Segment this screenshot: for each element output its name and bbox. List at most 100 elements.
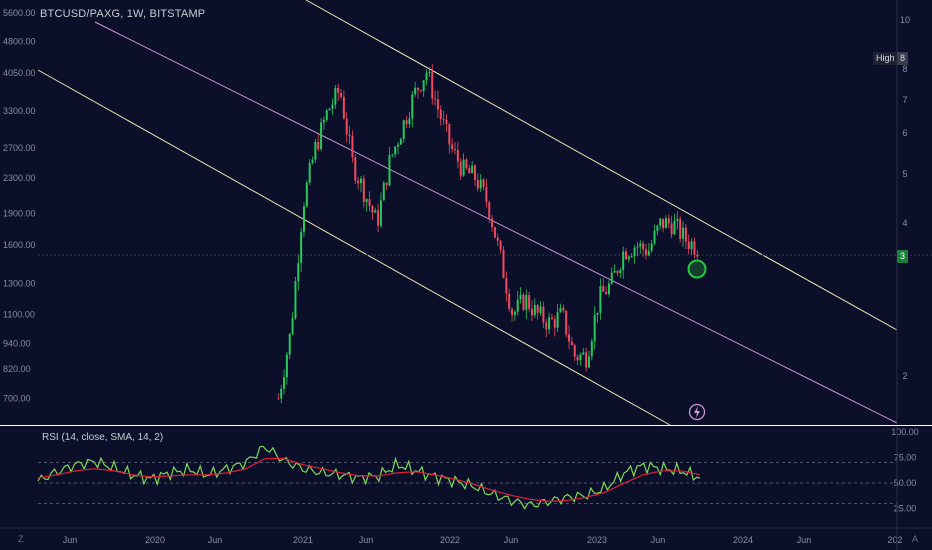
candle-body [553, 319, 556, 328]
candle-body [625, 251, 628, 260]
candle-body [471, 165, 474, 174]
price-tick-label: 2300.00 [3, 173, 36, 183]
candle-body [331, 104, 334, 109]
right-axis-tick-label: 6 [902, 128, 907, 138]
candle-body [587, 356, 590, 368]
candles [277, 63, 699, 404]
lower-channel-line [37, 69, 671, 426]
candle-body [488, 202, 491, 219]
candle-body [462, 159, 465, 176]
candle-body [670, 223, 673, 235]
candle-body [576, 356, 579, 361]
candle-body [388, 154, 391, 186]
candle-body [402, 120, 405, 140]
candle-body [633, 247, 636, 256]
time-tick-label: 2022 [440, 535, 460, 545]
candle-body [630, 255, 633, 257]
candle-body [285, 354, 288, 378]
candle-body [416, 87, 419, 91]
candle-body [379, 200, 382, 226]
candle-body [448, 123, 451, 145]
candle-body [288, 333, 291, 355]
price-tick-label: 3300.00 [3, 106, 36, 116]
candle-body [491, 218, 494, 228]
candle-body [422, 80, 425, 91]
candle-body [280, 388, 283, 399]
candle-body [607, 283, 610, 295]
upper-channel-line [305, 0, 898, 331]
price-tick-label: 1300.00 [3, 279, 36, 289]
price-tick-label: 940.00 [3, 339, 31, 349]
candle-body [465, 159, 468, 169]
candle-body [334, 87, 337, 105]
candle-body [605, 291, 608, 295]
candle-body [320, 122, 323, 149]
candle-body [439, 109, 442, 120]
candle-body [528, 295, 531, 309]
candle-body [357, 180, 360, 184]
candle-body [664, 218, 667, 229]
candle-body [445, 119, 448, 124]
time-tick-label: Jun [797, 535, 812, 545]
rsi-tick-label: 25.00 [894, 504, 917, 514]
candle-body [682, 227, 685, 239]
candle-body [556, 312, 559, 328]
candle-body [468, 168, 471, 174]
candle-body [636, 246, 639, 248]
right-axis-tick-label: 2 [902, 371, 907, 381]
candle-body [300, 231, 303, 264]
chart-title: BTCUSD/PAXG, 1W, BITSTAMP [40, 8, 206, 20]
candle-body [642, 243, 645, 250]
candle-body [385, 182, 388, 186]
candle-body [582, 352, 585, 355]
candle-body [690, 241, 693, 250]
candle-body [428, 71, 431, 73]
price-tick-label: 2700.00 [3, 143, 36, 153]
candle-body [459, 161, 462, 176]
candle-body [650, 243, 653, 251]
candle-body [673, 220, 676, 235]
candle-body [308, 163, 311, 183]
price-tick-label: 1100.00 [3, 310, 35, 320]
candle-body [351, 136, 354, 158]
candle-body [676, 218, 679, 221]
price-tick-label: 1600.00 [3, 240, 36, 250]
time-tick-label: Jun [651, 535, 666, 545]
time-tick-label: 2021 [293, 535, 313, 545]
lightning-icon [688, 403, 706, 421]
high-value-badge: 8 [897, 52, 909, 65]
candle-body [647, 250, 650, 256]
time-tick-label: 2023 [587, 535, 607, 545]
candle-body [425, 72, 428, 81]
candle-body [533, 304, 536, 316]
candle-body [599, 286, 602, 313]
candle-body [485, 187, 488, 203]
candle-body [325, 110, 328, 120]
candle-body [342, 96, 345, 119]
target-marker [687, 259, 707, 279]
candle-body [414, 87, 417, 95]
candle-body [679, 218, 682, 239]
candle-body [559, 307, 562, 313]
candle-body [493, 227, 496, 238]
candle-body [340, 92, 343, 97]
candle-body [277, 398, 280, 400]
auto-scale-button[interactable]: A [912, 534, 919, 544]
candle-body [359, 178, 362, 184]
candle-body [539, 306, 542, 313]
time-tick-label: 2024 [733, 535, 753, 545]
timezone-button[interactable]: Z [18, 534, 24, 544]
candle-body [368, 199, 371, 206]
pane-separator[interactable] [0, 425, 932, 426]
candle-body [397, 144, 400, 147]
candle-body [502, 249, 505, 279]
right-axis-tick-label: 5 [902, 169, 907, 179]
candle-body [482, 179, 485, 188]
candle-body [548, 317, 551, 330]
candle-body [511, 309, 514, 316]
price-tick-label: 820.00 [3, 364, 31, 374]
candle-body [451, 144, 454, 150]
right-axis-tick-label: 8 [902, 64, 907, 74]
candle-body [562, 307, 565, 311]
